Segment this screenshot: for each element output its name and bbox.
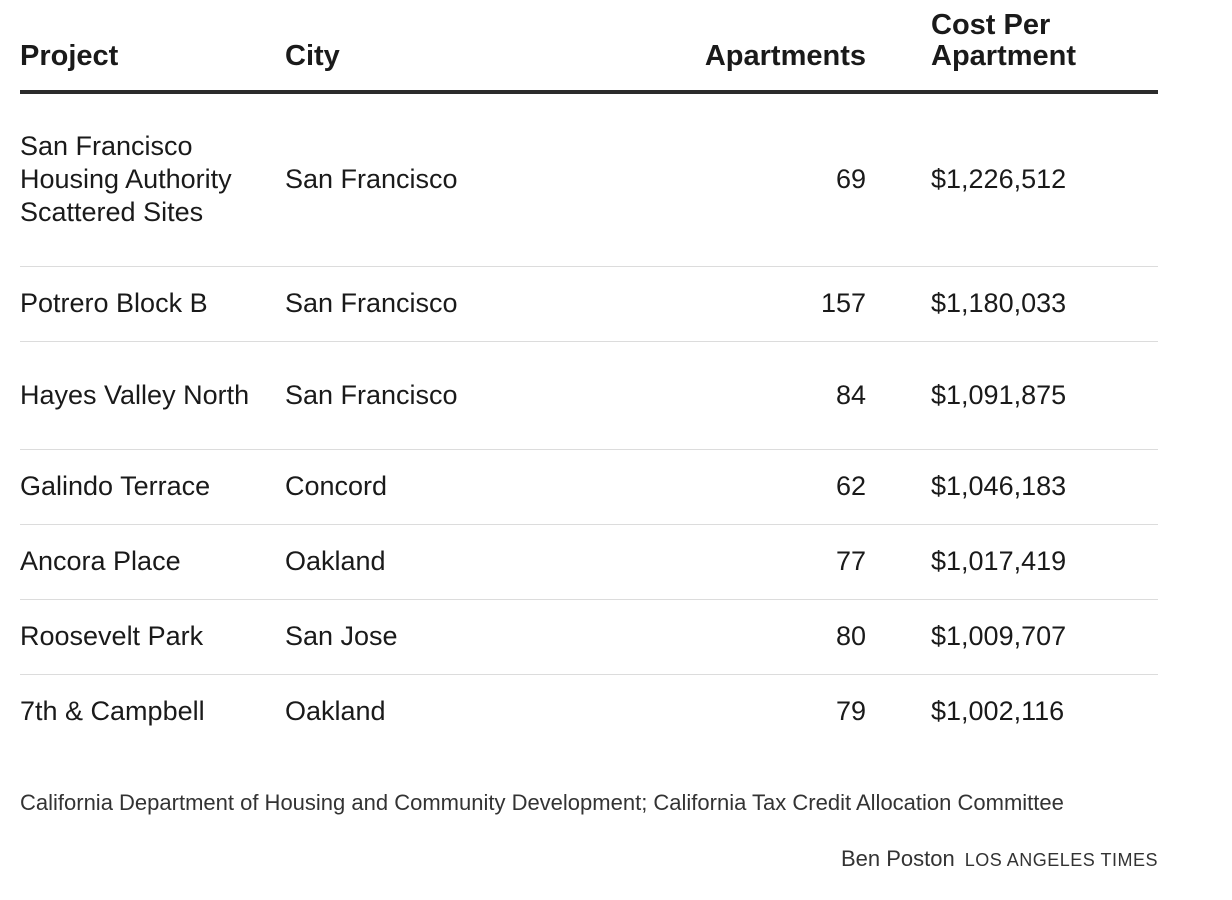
table-row: San Francisco Housing Authority Scattere…: [20, 92, 1158, 267]
table-header-row: Project City Apartments Cost Per Apartme…: [20, 0, 1158, 94]
cell-project: Galindo Terrace: [20, 449, 285, 525]
organization-name: LOS ANGELES TIMES: [964, 850, 1158, 870]
table-row: Hayes Valley North San Francisco 84 $1,0…: [20, 341, 1158, 450]
cell-city: San Francisco: [285, 266, 495, 342]
cell-cost: $1,046,183: [866, 449, 1158, 525]
cell-cost: $1,009,707: [866, 599, 1158, 675]
table-row: Galindo Terrace Concord 62 $1,046,183: [20, 449, 1158, 525]
cost-table: Project City Apartments Cost Per Apartme…: [20, 0, 1158, 749]
header-cost-per-apartment: Cost Per Apartment: [866, 0, 1158, 94]
cell-apartments: 62: [495, 449, 866, 525]
table-row: Ancora Place Oakland 77 $1,017,419: [20, 524, 1158, 600]
cell-apartments: 79: [835, 696, 866, 727]
table-row: 7th & Campbell Oakland 79 $1,002,116: [20, 674, 1158, 749]
header-city: City: [285, 0, 495, 94]
cell-project: San Francisco Housing Authority Scattere…: [20, 92, 285, 267]
cell-city: San Francisco: [285, 341, 495, 450]
cell-project: Roosevelt Park: [20, 599, 285, 675]
cell-cost: $1,002,116: [931, 696, 1065, 727]
source-note: California Department of Housing and Com…: [20, 790, 1064, 815]
cell-cost: $1,180,033: [866, 266, 1158, 342]
cell-apartments: 84: [495, 341, 866, 450]
data-table-container: Project City Apartments Cost Per Apartme…: [20, 0, 1158, 749]
cell-apartments: 157: [495, 266, 866, 342]
cell-city: San Jose: [285, 599, 495, 675]
cell-project: Potrero Block B: [20, 266, 285, 342]
header-apartments: Apartments: [495, 0, 866, 94]
byline: Ben Poston: [841, 846, 955, 871]
cell-project: Ancora Place: [20, 524, 285, 600]
cell-city: San Francisco: [285, 92, 495, 267]
cell-project: Hayes Valley North: [20, 341, 285, 450]
cell-city: Oakland: [285, 696, 386, 727]
credit-line: Ben Poston LOS ANGELES TIMES: [841, 845, 1158, 874]
cell-city: Oakland: [285, 524, 495, 600]
header-project: Project: [20, 0, 285, 94]
cell-city: Concord: [285, 449, 495, 525]
cell-cost: $1,017,419: [866, 524, 1158, 600]
table-row: Potrero Block B San Francisco 157 $1,180…: [20, 266, 1158, 342]
cell-project: 7th & Campbell: [20, 696, 205, 727]
table-row: Roosevelt Park San Jose 80 $1,009,707: [20, 599, 1158, 675]
cell-apartments: 77: [495, 524, 866, 600]
cell-cost: $1,091,875: [866, 341, 1158, 450]
cell-apartments: 69: [495, 92, 866, 267]
cell-apartments: 80: [495, 599, 866, 675]
cell-cost: $1,226,512: [866, 92, 1158, 267]
